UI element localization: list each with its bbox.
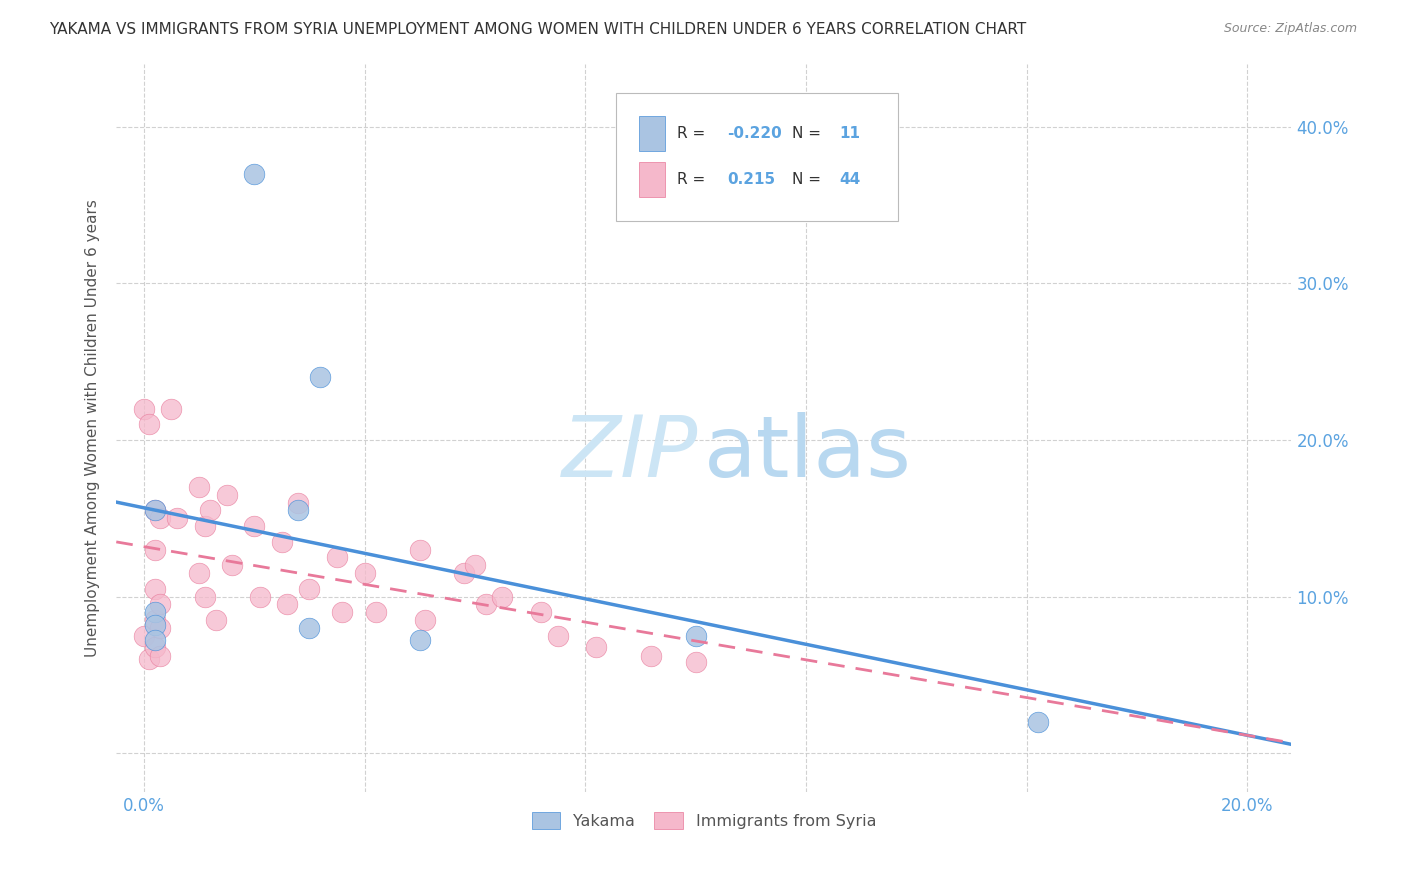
- Text: 11: 11: [839, 127, 860, 142]
- Point: [132, 629, 155, 643]
- Point: [143, 617, 166, 632]
- Point: [188, 480, 211, 494]
- Point: [143, 582, 166, 596]
- Point: [138, 417, 160, 432]
- Point: [166, 511, 188, 525]
- Text: YAKAMA VS IMMIGRANTS FROM SYRIA UNEMPLOYMENT AMONG WOMEN WITH CHILDREN UNDER 6 Y: YAKAMA VS IMMIGRANTS FROM SYRIA UNEMPLOY…: [49, 22, 1026, 37]
- Point: [198, 503, 221, 517]
- Point: [221, 558, 243, 573]
- Point: [193, 519, 215, 533]
- Point: [270, 534, 292, 549]
- FancyBboxPatch shape: [640, 162, 665, 197]
- Text: R =: R =: [676, 172, 714, 187]
- FancyBboxPatch shape: [640, 117, 665, 152]
- Point: [640, 648, 662, 663]
- Point: [143, 503, 166, 517]
- Y-axis label: Unemployment Among Women with Children Under 6 years: Unemployment Among Women with Children U…: [86, 199, 100, 657]
- Point: [287, 503, 309, 517]
- Point: [143, 613, 166, 627]
- Point: [287, 495, 309, 509]
- Text: N =: N =: [792, 172, 825, 187]
- FancyBboxPatch shape: [616, 93, 898, 220]
- Point: [409, 633, 432, 648]
- Point: [215, 488, 238, 502]
- Text: N =: N =: [792, 127, 825, 142]
- Point: [188, 566, 211, 580]
- Point: [193, 590, 215, 604]
- Text: ZIP: ZIP: [562, 412, 697, 495]
- Point: [585, 640, 607, 654]
- Text: R =: R =: [676, 127, 710, 142]
- Point: [249, 590, 271, 604]
- Point: [353, 566, 375, 580]
- Point: [149, 598, 172, 612]
- Point: [530, 605, 553, 619]
- Point: [204, 613, 226, 627]
- Point: [547, 629, 569, 643]
- Point: [309, 370, 332, 384]
- Text: 44: 44: [839, 172, 860, 187]
- Point: [413, 613, 436, 627]
- Point: [276, 598, 298, 612]
- Point: [475, 598, 498, 612]
- Legend: Yakama, Immigrants from Syria: Yakama, Immigrants from Syria: [526, 806, 883, 835]
- Point: [160, 401, 183, 416]
- Point: [149, 511, 172, 525]
- Point: [491, 590, 513, 604]
- Point: [243, 519, 266, 533]
- Point: [453, 566, 475, 580]
- Text: atlas: atlas: [704, 412, 912, 495]
- Point: [332, 605, 354, 619]
- Point: [326, 550, 349, 565]
- Point: [1026, 714, 1049, 729]
- Point: [464, 558, 486, 573]
- Point: [143, 605, 166, 619]
- Point: [364, 605, 387, 619]
- Point: [143, 503, 166, 517]
- Point: [149, 621, 172, 635]
- Point: [143, 640, 166, 654]
- Point: [143, 633, 166, 648]
- Point: [138, 652, 160, 666]
- Point: [298, 621, 321, 635]
- Text: Source: ZipAtlas.com: Source: ZipAtlas.com: [1223, 22, 1357, 36]
- Point: [685, 656, 707, 670]
- Point: [409, 542, 432, 557]
- Point: [298, 582, 321, 596]
- Text: 0.215: 0.215: [727, 172, 776, 187]
- Point: [132, 401, 155, 416]
- Point: [685, 629, 707, 643]
- Text: -0.220: -0.220: [727, 127, 782, 142]
- Point: [149, 648, 172, 663]
- Point: [243, 167, 266, 181]
- Point: [143, 542, 166, 557]
